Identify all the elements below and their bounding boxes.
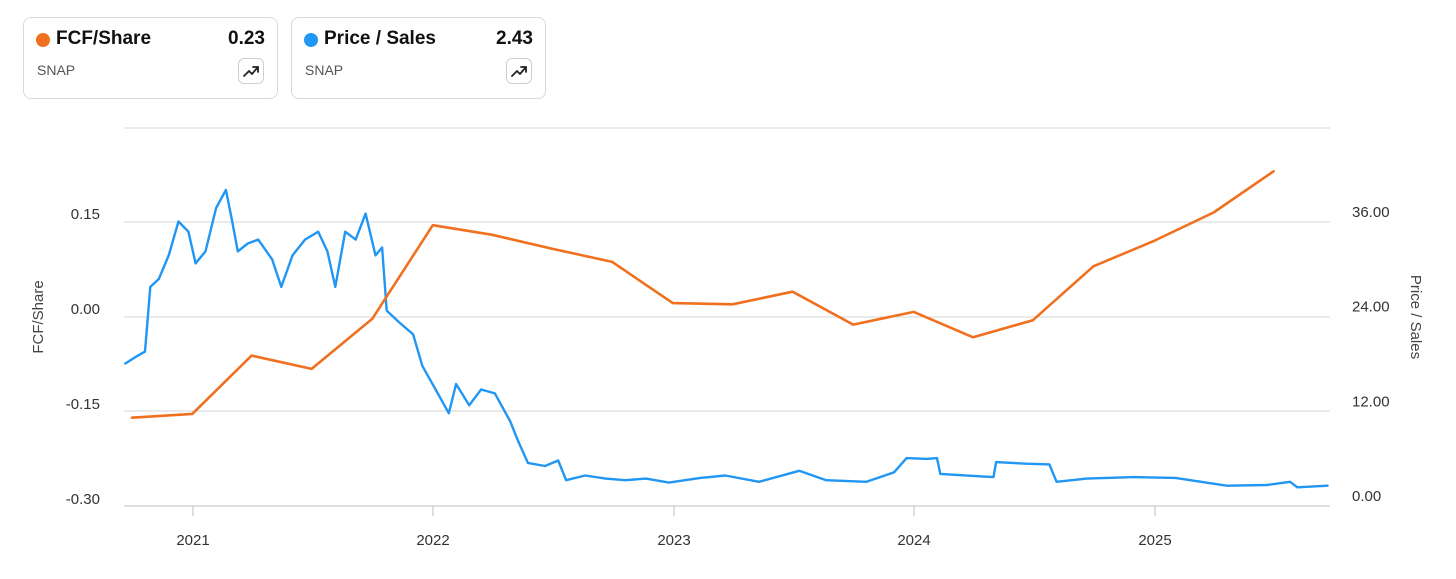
x-tick-label: 2025 bbox=[1138, 532, 1171, 549]
legend-ticker: SNAP bbox=[37, 62, 76, 78]
trend-up-button[interactable] bbox=[506, 58, 532, 84]
fcf-share-dot-icon bbox=[36, 33, 50, 47]
x-tick-label: 2023 bbox=[657, 532, 690, 549]
price-sales-dot-icon bbox=[304, 33, 318, 47]
x-tick-label: 2021 bbox=[176, 532, 209, 549]
y-left-tick-label: 0.00 bbox=[71, 301, 100, 318]
y-right-tick-label: 12.00 bbox=[1352, 393, 1390, 410]
grid-lines bbox=[124, 127, 1330, 507]
y-left-axis-ticks: 0.15 0.00 -0.15 -0.30 bbox=[66, 206, 100, 508]
legend-series-value: 2.43 bbox=[496, 28, 533, 49]
y-right-tick-label: 36.00 bbox=[1352, 204, 1390, 221]
y-left-axis-title: FCF/Share bbox=[30, 280, 47, 353]
trend-up-icon bbox=[511, 66, 527, 77]
x-axis-ticks: 2021 2022 2023 2024 2025 bbox=[176, 506, 1172, 549]
legend-series-value: 0.23 bbox=[228, 28, 265, 49]
series-line-price-sales bbox=[124, 188, 1329, 489]
y-right-axis-ticks: 36.00 24.00 12.00 0.00 bbox=[1352, 204, 1390, 505]
x-tick-label: 2022 bbox=[416, 532, 449, 549]
y-right-tick-label: 24.00 bbox=[1352, 299, 1390, 316]
legend-card-price-sales[interactable]: Price / Sales 2.43 SNAP bbox=[291, 17, 546, 99]
legend-card-fcf-share[interactable]: FCF/Share 0.23 SNAP bbox=[23, 17, 278, 99]
legend-series-name: FCF/Share bbox=[56, 28, 152, 49]
y-left-tick-label: 0.15 bbox=[71, 206, 100, 223]
y-right-tick-label: 0.00 bbox=[1352, 488, 1381, 505]
series-layer bbox=[124, 170, 1329, 489]
y-right-axis-title: Price / Sales bbox=[1407, 275, 1424, 359]
x-tick-label: 2024 bbox=[897, 532, 930, 549]
trend-up-button[interactable] bbox=[238, 58, 264, 84]
trend-up-icon bbox=[243, 66, 259, 77]
series-line-fcf-share bbox=[130, 170, 1275, 420]
y-left-tick-label: -0.30 bbox=[66, 491, 100, 508]
legend-ticker: SNAP bbox=[305, 62, 344, 78]
legend-series-name: Price / Sales bbox=[324, 28, 436, 49]
y-left-tick-label: -0.15 bbox=[66, 396, 100, 413]
